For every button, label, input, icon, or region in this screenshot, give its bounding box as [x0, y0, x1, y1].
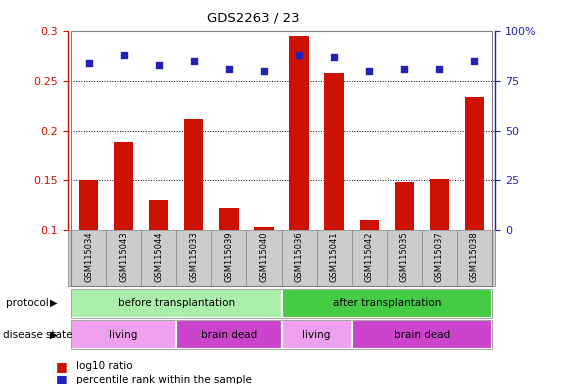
Bar: [79, 180, 99, 230]
Text: ■: ■: [56, 373, 68, 384]
Point: [329, 54, 338, 60]
Bar: [254, 227, 274, 230]
Text: ▶: ▶: [50, 298, 57, 308]
Point: [294, 51, 303, 58]
Text: GSM115039: GSM115039: [225, 232, 234, 282]
Bar: [360, 220, 379, 230]
Text: GSM115044: GSM115044: [154, 232, 163, 282]
Bar: [324, 73, 344, 230]
Text: GSM115042: GSM115042: [365, 232, 374, 282]
Text: percentile rank within the sample: percentile rank within the sample: [76, 375, 252, 384]
Point: [365, 68, 374, 74]
Point: [189, 58, 198, 64]
Point: [435, 66, 444, 72]
Text: before transplantation: before transplantation: [118, 298, 235, 308]
Text: GSM115041: GSM115041: [329, 232, 338, 282]
Bar: [149, 200, 168, 230]
Text: log10 ratio: log10 ratio: [76, 361, 133, 371]
Bar: [395, 182, 414, 230]
Text: GSM115034: GSM115034: [84, 232, 93, 282]
Text: GSM115038: GSM115038: [470, 232, 479, 282]
Point: [260, 68, 269, 74]
Text: brain dead: brain dead: [394, 329, 450, 340]
Point: [154, 61, 163, 68]
Text: GSM115035: GSM115035: [400, 232, 409, 282]
Point: [225, 66, 234, 72]
Text: GSM115037: GSM115037: [435, 232, 444, 282]
Text: ▶: ▶: [50, 329, 57, 340]
Bar: [464, 97, 484, 230]
Text: GSM115033: GSM115033: [189, 232, 198, 282]
Point: [119, 51, 128, 58]
Text: living: living: [302, 329, 330, 340]
Bar: [289, 36, 309, 230]
Bar: [114, 142, 133, 230]
Text: GDS2263 / 23: GDS2263 / 23: [207, 12, 300, 25]
Text: GSM115043: GSM115043: [119, 232, 128, 282]
Bar: [430, 179, 449, 230]
Text: ■: ■: [56, 360, 68, 373]
Bar: [184, 119, 203, 230]
Bar: [219, 209, 239, 230]
Text: after transplantation: after transplantation: [333, 298, 441, 308]
Text: GSM115040: GSM115040: [260, 232, 269, 282]
Text: protocol: protocol: [6, 298, 48, 308]
Text: GSM115036: GSM115036: [294, 232, 303, 282]
Point: [400, 66, 409, 72]
Point: [84, 60, 93, 66]
Text: living: living: [109, 329, 138, 340]
Text: brain dead: brain dead: [201, 329, 257, 340]
Point: [470, 58, 479, 64]
Text: disease state: disease state: [3, 329, 72, 340]
